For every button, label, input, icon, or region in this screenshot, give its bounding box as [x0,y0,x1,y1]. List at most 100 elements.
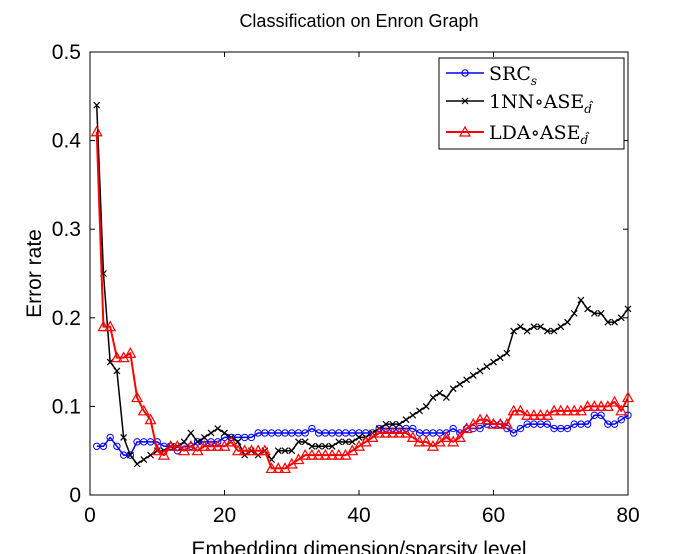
data-point [288,447,296,455]
data-point [537,323,544,331]
data-point [332,448,345,460]
data-point [548,404,561,416]
data-point [595,400,608,411]
data-point [252,444,265,456]
data-point [530,323,538,331]
data-point [301,438,309,446]
data-point [442,429,451,437]
data-point [416,407,423,415]
data-point [402,416,410,424]
data-point [93,101,101,109]
data-point [231,444,244,456]
data-point [312,448,325,460]
legend-label: SRCs [489,63,537,88]
data-point [110,351,123,363]
data-point [443,394,450,401]
legend-label-subscript: d̂ [581,130,591,147]
data-point [615,404,628,416]
data-point [436,389,444,397]
data-point [581,400,594,411]
data-point [315,442,323,450]
data-point [543,420,551,428]
data-point [321,442,329,450]
data-point [469,371,477,379]
data-point [137,404,150,416]
data-point [140,456,148,463]
data-point [295,438,302,446]
data-point [463,376,471,384]
legend-marker [458,125,472,137]
data-point [326,448,339,460]
data-point [144,413,157,425]
data-point [440,431,453,443]
data-point [597,309,605,317]
data-point [355,433,363,441]
data-point [406,431,419,443]
data-point [490,358,497,366]
data-point [234,438,242,446]
data-point [113,367,121,375]
data-point [104,320,117,332]
x-tick-label: 0 [84,504,96,527]
data-point [225,435,238,447]
data-point [90,125,103,137]
data-point [245,444,258,456]
data-point [527,409,540,420]
data-point [301,429,309,437]
legend-entry-0: SRCs [446,63,537,88]
data-point [429,394,437,401]
data-point [413,435,426,447]
data-point [120,433,128,441]
x-axis-label: Embedding dimension/sparsity level [191,538,526,554]
data-point [305,448,318,460]
data-point [379,426,392,438]
legend-label-main: SRC [489,63,531,85]
legend-entry-2: LDA∘ASEd̂ [446,122,590,147]
data-point [97,320,110,332]
data-point [521,409,534,420]
data-point [543,327,551,335]
data-point [590,309,598,317]
y-tick-label: 0.2 [52,307,81,330]
data-point [496,354,504,362]
data-point [523,327,531,335]
data-point [583,420,592,428]
data-point [409,411,417,419]
data-point [570,309,578,317]
data-point [483,363,491,370]
data-point [389,420,397,428]
data-point [568,404,581,416]
data-point [124,347,137,358]
data-point [494,417,507,429]
data-point [588,400,601,411]
legend-label: LDA∘ASEd̂ [489,122,590,147]
data-point [554,404,567,416]
data-point [386,426,399,438]
data-point [509,429,518,437]
data-point [476,367,484,375]
data-point [205,440,218,451]
data-point [207,429,215,437]
data-point [422,402,430,410]
legend-marker [461,97,469,105]
data-point [187,429,195,437]
legend-marker [461,69,469,77]
data-point [274,447,282,455]
data-point [516,424,525,433]
x-tick-label: 20 [213,504,236,527]
data-point [516,323,524,331]
data-point [395,420,403,428]
data-point [510,327,518,335]
data-point [604,318,612,326]
data-point [258,444,271,456]
data-point [113,442,121,450]
legend-label: 1NN∘ASEd̂ [489,91,594,116]
data-point [106,433,114,442]
data-point [328,442,336,450]
data-point [561,404,574,416]
y-tick-label: 0.5 [52,41,81,64]
data-point [564,318,571,326]
x-tick-label: 60 [482,504,505,527]
data-point [272,462,285,474]
data-point [624,305,632,313]
